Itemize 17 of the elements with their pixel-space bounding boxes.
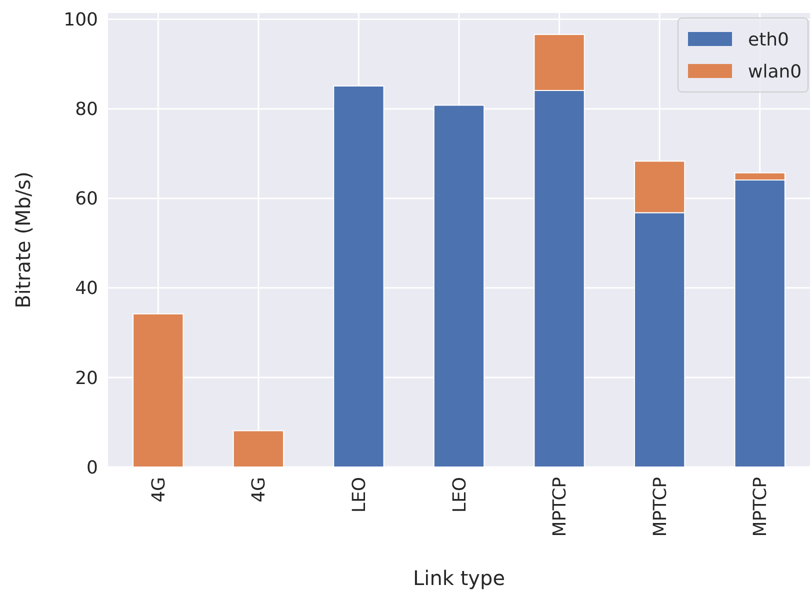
x-tick-label: MPTCP <box>750 476 772 537</box>
x-tick-label: 4G <box>248 477 270 502</box>
x-tick-label: LEO <box>349 477 370 513</box>
x-tick-label: 4G <box>148 477 170 502</box>
y-tick-label: 80 <box>75 99 98 120</box>
x-tick-label: MPTCP <box>650 476 671 537</box>
y-tick-label: 0 <box>86 457 98 478</box>
legend-label: wlan0 <box>748 61 802 82</box>
y-tick-label: 20 <box>75 368 98 389</box>
x-axis-title: Link type <box>413 566 505 590</box>
y-tick-label: 60 <box>75 188 98 210</box>
y-axis-title: Bitrate (Mb/s) <box>11 172 35 308</box>
y-tick-label: 40 <box>75 278 98 300</box>
x-tick-label: MPTCP <box>550 476 571 537</box>
x-tick-label: LEO <box>449 477 470 513</box>
y-tick-label: 100 <box>64 10 98 31</box>
legend-label: eth0 <box>748 29 789 50</box>
